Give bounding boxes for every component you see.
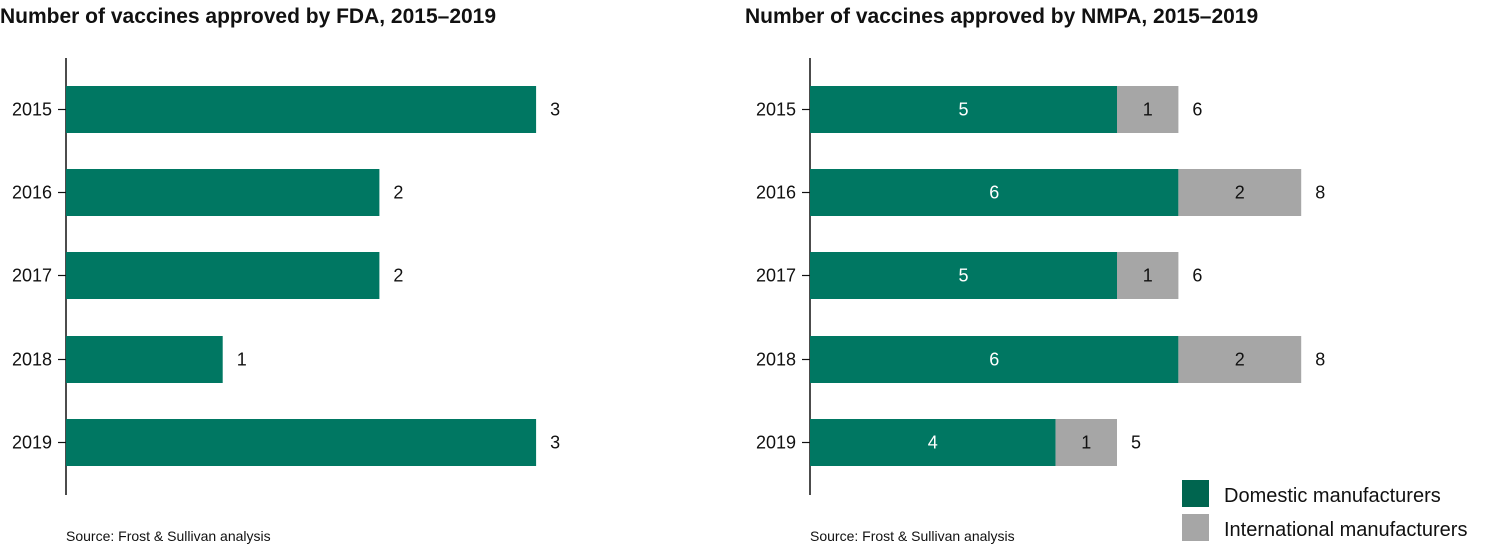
- y-tick-label: 2016: [756, 183, 796, 203]
- bar-segment-domestic-2015: [810, 86, 1117, 133]
- y-tick-label: 2019: [756, 433, 796, 453]
- segment-label: 4: [928, 433, 938, 453]
- bar-segment-domestic-2018: [810, 336, 1179, 383]
- y-tick-label: 2017: [756, 266, 796, 286]
- fda-chart: 2015 3 2016 2 2017 2 2018 1 2019 3: [12, 58, 560, 495]
- nmpa-source-note: Source: Frost & Sullivan analysis: [810, 528, 1015, 544]
- segment-label: 6: [989, 350, 999, 370]
- legend-swatch-domestic: [1182, 480, 1209, 507]
- nmpa-chart: 2015 5 1 6 2016 6 2 8 2017 5 1 6 2018 6 2 8 2019 4 1 5: [756, 58, 1325, 495]
- y-tick-label: 2019: [12, 433, 52, 453]
- segment-label: 5: [958, 100, 968, 120]
- segment-label: 6: [989, 183, 999, 203]
- bar-2017: [66, 252, 380, 299]
- data-label: 3: [550, 433, 560, 453]
- bar-segment-domestic-2017: [810, 252, 1117, 299]
- bar-segment-international-2017: [1117, 252, 1179, 299]
- y-tick-label: 2018: [12, 350, 52, 370]
- total-label: 6: [1192, 266, 1202, 286]
- data-label: 3: [550, 100, 560, 120]
- segment-label: 1: [1081, 433, 1091, 453]
- segment-label: 5: [958, 266, 968, 286]
- data-label: 1: [237, 350, 247, 370]
- bar-2018: [66, 336, 223, 383]
- legend-label-domestic: Domestic manufacturers: [1224, 485, 1441, 507]
- segment-label: 2: [1235, 183, 1245, 203]
- segment-label: 1: [1143, 266, 1153, 286]
- bar-2016: [66, 169, 380, 216]
- legend-swatch-international: [1182, 514, 1209, 541]
- bar-segment-domestic-2019: [810, 419, 1056, 466]
- fda-source-note: Source: Frost & Sullivan analysis: [66, 528, 271, 544]
- y-tick-label: 2015: [12, 100, 52, 120]
- total-label: 8: [1315, 183, 1325, 203]
- legend: Domestic manufacturers International man…: [1182, 480, 1467, 541]
- total-label: 6: [1192, 100, 1202, 120]
- legend-label-international: International manufacturers: [1224, 519, 1467, 541]
- bar-segment-domestic-2016: [810, 169, 1179, 216]
- bar-segment-international-2015: [1117, 86, 1179, 133]
- bar-segment-international-2016: [1178, 169, 1302, 216]
- segment-label: 1: [1143, 100, 1153, 120]
- nmpa-chart-title: Number of vaccines approved by NMPA, 201…: [745, 5, 1258, 28]
- bar-segment-international-2019: [1055, 419, 1117, 466]
- y-tick-label: 2017: [12, 266, 52, 286]
- bar-2015: [66, 86, 537, 133]
- data-label: 2: [393, 183, 403, 203]
- y-tick-label: 2015: [756, 100, 796, 120]
- total-label: 5: [1131, 433, 1141, 453]
- segment-label: 2: [1235, 350, 1245, 370]
- data-label: 2: [393, 266, 403, 286]
- bar-2019: [66, 419, 537, 466]
- bar-segment-international-2018: [1178, 336, 1302, 383]
- fda-chart-title: Number of vaccines approved by FDA, 2015…: [0, 5, 496, 28]
- total-label: 8: [1315, 350, 1325, 370]
- y-tick-label: 2018: [756, 350, 796, 370]
- y-tick-label: 2016: [12, 183, 52, 203]
